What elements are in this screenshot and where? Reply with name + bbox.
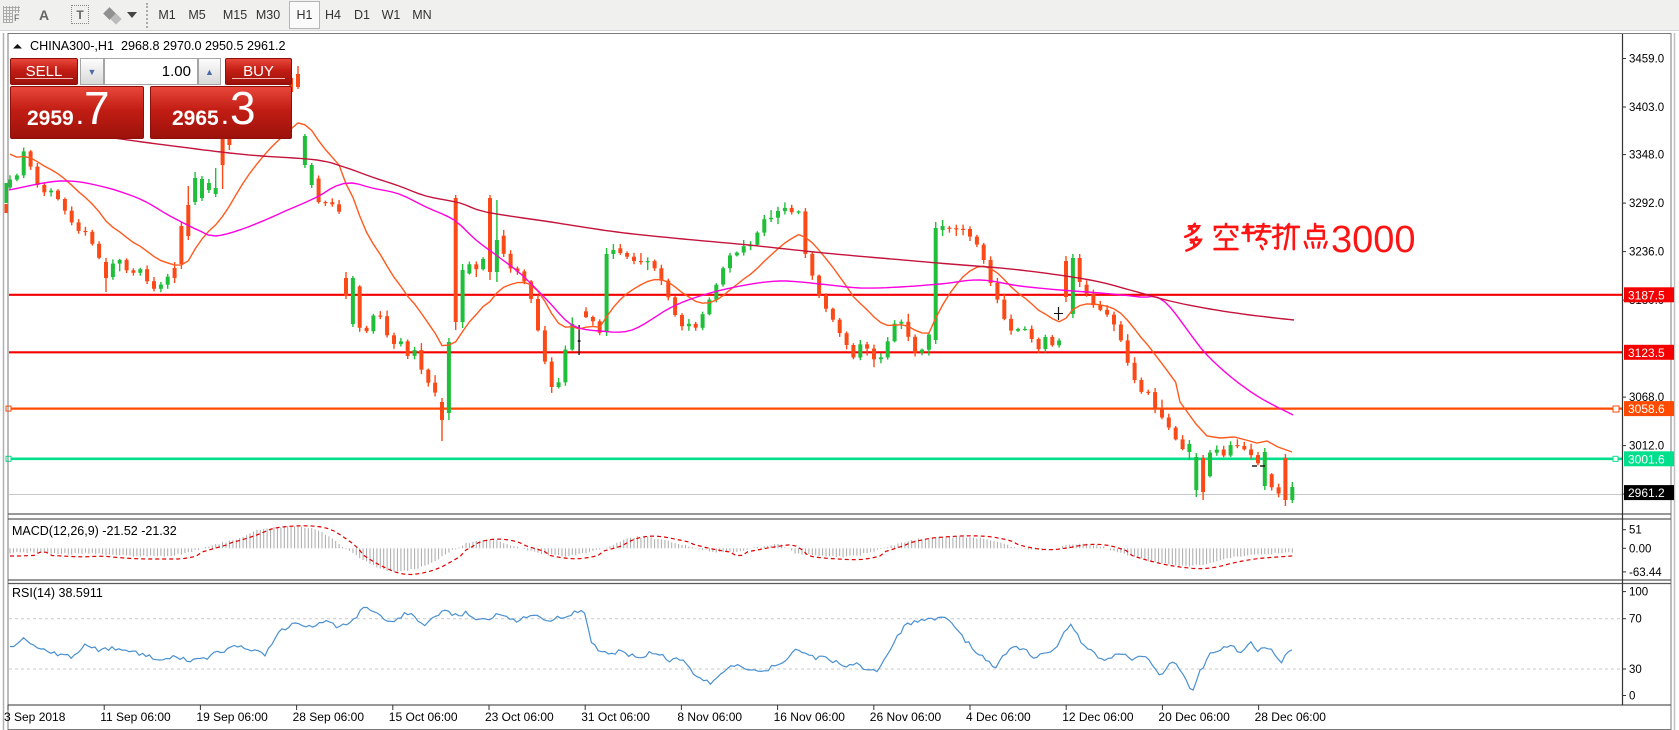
svg-text:3187.5: 3187.5 — [1628, 288, 1665, 302]
svg-text:11 Sep 06:00: 11 Sep 06:00 — [100, 710, 171, 724]
svg-text:0: 0 — [1629, 691, 1635, 703]
svg-text:23 Oct 06:00: 23 Oct 06:00 — [485, 710, 554, 724]
svg-text:100: 100 — [1629, 587, 1648, 599]
svg-text:15 Oct 06:00: 15 Oct 06:00 — [389, 710, 458, 724]
svg-text:3058.6: 3058.6 — [1628, 402, 1665, 416]
svg-text:70: 70 — [1629, 614, 1642, 626]
svg-text:3348.0: 3348.0 — [1629, 150, 1664, 162]
svg-text:CHINA300-,H1 2968.8 2970.0 29: CHINA300-,H1 2968.8 2970.0 2950.5 2961.2 — [30, 39, 286, 53]
svg-text:3459.0: 3459.0 — [1629, 54, 1664, 66]
svg-text:3403.0: 3403.0 — [1629, 102, 1664, 114]
svg-text:3236.0: 3236.0 — [1629, 247, 1664, 259]
svg-text:28 Dec 06:00: 28 Dec 06:00 — [1255, 710, 1327, 724]
svg-text:31 Oct 06:00: 31 Oct 06:00 — [581, 710, 650, 724]
svg-text:3012.0: 3012.0 — [1629, 441, 1664, 453]
svg-text:16 Nov 06:00: 16 Nov 06:00 — [774, 710, 846, 724]
svg-text:51: 51 — [1629, 525, 1642, 537]
svg-text:3123.5: 3123.5 — [1628, 346, 1665, 360]
svg-text:12 Dec 06:00: 12 Dec 06:00 — [1062, 710, 1134, 724]
svg-text:19 Sep 06:00: 19 Sep 06:00 — [196, 710, 268, 724]
svg-text:MACD(12,26,9) -21.52 -21.32: MACD(12,26,9) -21.52 -21.32 — [12, 524, 177, 538]
svg-text:20 Dec 06:00: 20 Dec 06:00 — [1158, 710, 1230, 724]
svg-text:8 Nov 06:00: 8 Nov 06:00 — [677, 710, 742, 724]
svg-text:3292.0: 3292.0 — [1629, 198, 1664, 210]
svg-text:30: 30 — [1629, 664, 1642, 676]
svg-text:2961.2: 2961.2 — [1628, 486, 1665, 500]
svg-text:0.00: 0.00 — [1629, 543, 1651, 555]
svg-text:RSI(14) 38.5911: RSI(14) 38.5911 — [12, 586, 103, 600]
svg-text:3000: 3000 — [1331, 219, 1416, 261]
svg-text:3001.6: 3001.6 — [1628, 452, 1665, 466]
svg-text:-63.44: -63.44 — [1629, 567, 1662, 579]
svg-text:3 Sep 2018: 3 Sep 2018 — [4, 710, 66, 724]
svg-text:26 Nov 06:00: 26 Nov 06:00 — [870, 710, 942, 724]
svg-text:28 Sep 06:00: 28 Sep 06:00 — [293, 710, 365, 724]
svg-text:4 Dec 06:00: 4 Dec 06:00 — [966, 710, 1031, 724]
